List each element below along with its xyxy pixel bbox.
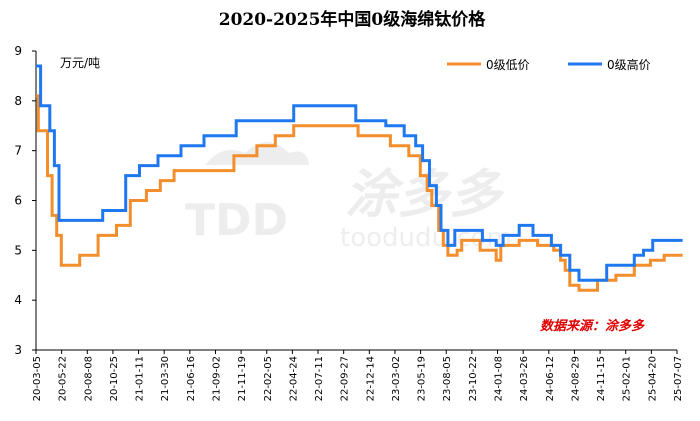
x-tick-label: 22-09-27 [340, 356, 351, 401]
series-line-high [36, 64, 683, 282]
y-tick-label: 6 [14, 194, 22, 208]
x-tick-label: 24-06-12 [545, 356, 556, 401]
x-tick-label: 21-06-16 [186, 356, 197, 401]
watermark-name: 涂多多 [345, 165, 505, 225]
x-tick-label: 22-12-14 [365, 356, 376, 401]
y-tick-label: 8 [14, 94, 22, 108]
y-tick-label: 5 [14, 243, 22, 257]
y-tick-label: 9 [14, 44, 22, 58]
x-tick-label: 23-03-02 [391, 356, 402, 401]
y-tick-label: 4 [14, 293, 22, 307]
y-tick-label: 7 [14, 144, 22, 158]
x-tick-label: 20-03-05 [32, 356, 43, 401]
unit-label: 万元/吨 [60, 56, 100, 70]
x-tick-label: 24-08-29 [570, 356, 581, 401]
legend-label-low: 0级低价 [486, 58, 530, 72]
x-tick-label: 25-07-07 [673, 356, 684, 401]
legend: 0级低价 0级高价 [447, 57, 651, 72]
x-tick-label: 20-10-25 [109, 356, 120, 401]
x-tick-label: 24-03-26 [519, 356, 530, 401]
source-note: 数据来源：涂多多 [540, 318, 645, 334]
x-tick-label: 20-05-22 [58, 356, 69, 401]
x-tick-label: 23-05-19 [417, 356, 428, 401]
x-tick-label: 22-07-11 [314, 356, 325, 401]
watermark-domain: toodudu.com [340, 223, 512, 253]
watermark-logo: TDD [185, 195, 288, 246]
x-tick-label: 21-03-30 [160, 356, 171, 401]
x-tick-label: 24-01-08 [494, 356, 505, 401]
series-lines [36, 64, 683, 292]
chart-title: 2020-2025年中国0级海绵钛价格 [219, 9, 487, 30]
x-tick-label: 23-08-05 [442, 356, 453, 401]
x-tick-label: 21-09-02 [211, 356, 222, 401]
x-tick-label: 20-08-08 [83, 356, 94, 401]
x-tick-label: 24-11-15 [596, 356, 607, 401]
x-tick-label: 25-02-01 [622, 356, 633, 401]
x-tick-label: 22-04-24 [288, 356, 299, 401]
legend-label-high: 0级高价 [607, 57, 651, 72]
y-tick-label: 3 [14, 343, 22, 357]
x-ticks: 20-03-05 20-05-22 20-08-08 20-10-25 21-01-11… [32, 350, 684, 401]
x-tick-label: 25-04-20 [647, 356, 658, 401]
y-ticks: 3 4 5 6 7 8 9 [14, 44, 36, 357]
x-tick-label: 21-01-11 [135, 356, 146, 401]
x-tick-label: 21-11-19 [237, 356, 248, 401]
x-tick-label: 23-10-22 [468, 356, 479, 401]
x-tick-label: 22-02-05 [263, 356, 274, 401]
